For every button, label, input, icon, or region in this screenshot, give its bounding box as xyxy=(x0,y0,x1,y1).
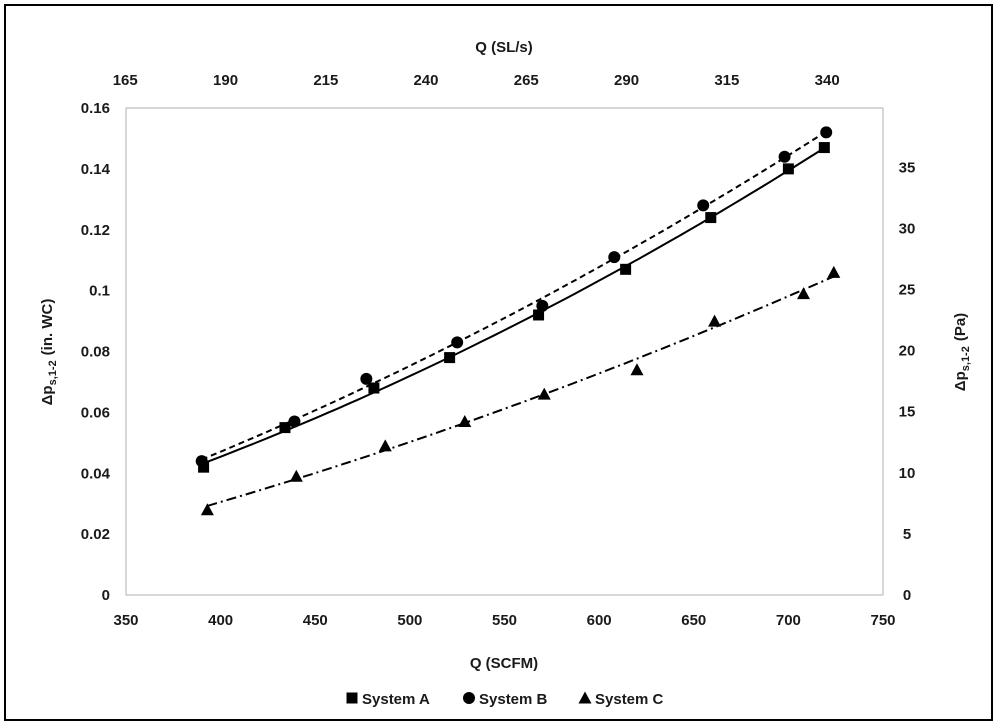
series-point-square xyxy=(346,692,358,704)
y-tick-label: 0.14 xyxy=(81,161,111,178)
legend-label: System A xyxy=(362,691,430,708)
y2-tick-label: 20 xyxy=(899,343,916,360)
y2-tick-label: 5 xyxy=(903,526,911,543)
series-point-triangle xyxy=(289,469,303,482)
series-point-triangle xyxy=(708,314,722,327)
series-point-triangle xyxy=(578,691,592,704)
x-axis-title: Q (SCFM) xyxy=(470,655,538,672)
series-trend-line xyxy=(201,130,827,461)
series-point-square xyxy=(620,263,632,275)
x-tick-label: 550 xyxy=(492,612,517,629)
legend-label: System C xyxy=(595,691,664,708)
x-tick-label: 650 xyxy=(681,612,706,629)
y-tick-label: 0.16 xyxy=(81,100,110,117)
x2-axis-ticks: 165 190 215 240 265 290 315 340 xyxy=(113,72,840,89)
legend-label: System B xyxy=(479,691,548,708)
series-point-triangle xyxy=(378,439,392,452)
series-point-triangle xyxy=(797,287,811,300)
series-point-triangle xyxy=(458,415,472,428)
legend: System A System B System C xyxy=(346,691,664,708)
x2-axis-title: Q (SL/s) xyxy=(475,39,533,56)
x2-tick-label: 315 xyxy=(714,72,739,89)
series-lines xyxy=(201,130,835,507)
y-tick-label: 0.04 xyxy=(81,465,111,482)
x2-tick-label: 165 xyxy=(113,72,138,89)
series-point-square xyxy=(705,212,717,224)
y-axis-title-left: Δps,1-2 (in. WC) xyxy=(39,299,59,406)
series-point-square xyxy=(279,422,291,434)
y-right-sub: s,1-2 xyxy=(960,346,972,371)
x2-tick-label: 240 xyxy=(413,72,438,89)
series-point-square xyxy=(782,163,794,175)
x-axis-ticks: 350 400 450 500 550 600 650 700 750 xyxy=(113,612,895,629)
y2-tick-label: 30 xyxy=(899,220,916,237)
y-tick-label: 0 xyxy=(102,587,110,604)
series-point-triangle xyxy=(630,363,644,376)
x2-tick-label: 190 xyxy=(213,72,238,89)
y2-axis-ticks: 0 5 10 15 20 25 30 35 xyxy=(899,159,916,604)
series-trend-line xyxy=(207,275,835,507)
y-right-unit: (Pa) xyxy=(952,313,969,341)
series-point-circle xyxy=(697,199,710,212)
series-point-square xyxy=(198,461,210,473)
y-tick-label: 0.02 xyxy=(81,526,110,543)
x-tick-label: 600 xyxy=(587,612,612,629)
x-tick-label: 400 xyxy=(208,612,233,629)
series-point-square xyxy=(444,352,456,364)
y2-tick-label: 0 xyxy=(903,587,911,604)
series-point-square xyxy=(368,382,380,394)
y-right-main: Δp xyxy=(952,371,969,391)
series-markers xyxy=(195,126,841,516)
x-tick-label: 750 xyxy=(870,612,895,629)
x-tick-label: 450 xyxy=(303,612,328,629)
series-point-circle xyxy=(608,251,621,264)
series-point-circle xyxy=(360,372,373,385)
series-point-circle xyxy=(820,126,833,139)
y2-tick-label: 35 xyxy=(899,159,916,176)
y-tick-label: 0.06 xyxy=(81,404,110,421)
y-axis-ticks: 0 0.02 0.04 0.06 0.08 0.1 0.12 0.14 0.16 xyxy=(81,100,111,604)
series-point-square xyxy=(818,142,830,154)
x2-tick-label: 265 xyxy=(514,72,539,89)
y2-tick-label: 25 xyxy=(899,282,916,299)
series-point-circle xyxy=(195,455,208,468)
x2-tick-label: 340 xyxy=(815,72,840,89)
chart-frame xyxy=(4,4,993,721)
series-point-circle xyxy=(463,692,475,704)
y-left-main: Δp xyxy=(39,385,56,405)
y-tick-label: 0.1 xyxy=(89,283,110,300)
series-point-triangle xyxy=(537,387,551,400)
series-point-triangle xyxy=(827,265,841,278)
series-point-square xyxy=(533,309,545,321)
x-tick-label: 500 xyxy=(397,612,422,629)
y-axis-title-right: Δps,1-2 (Pa) xyxy=(952,313,972,391)
series-point-circle xyxy=(536,299,549,312)
series-point-circle xyxy=(451,336,464,349)
series-point-circle xyxy=(288,415,301,428)
series-trend-line xyxy=(203,147,825,465)
plot-area xyxy=(125,107,884,596)
y-left-sub: s,1-2 xyxy=(47,360,59,385)
y-tick-label: 0.08 xyxy=(81,344,110,361)
y-left-unit: (in. WC) xyxy=(39,299,56,356)
y-tick-label: 0.12 xyxy=(81,222,110,239)
x-tick-label: 350 xyxy=(113,612,138,629)
series-point-circle xyxy=(778,150,791,163)
series-point-triangle xyxy=(200,503,214,516)
x2-tick-label: 290 xyxy=(614,72,639,89)
y2-tick-label: 10 xyxy=(899,465,916,482)
y2-tick-label: 15 xyxy=(899,404,916,421)
x-tick-label: 700 xyxy=(776,612,801,629)
x2-tick-label: 215 xyxy=(313,72,338,89)
